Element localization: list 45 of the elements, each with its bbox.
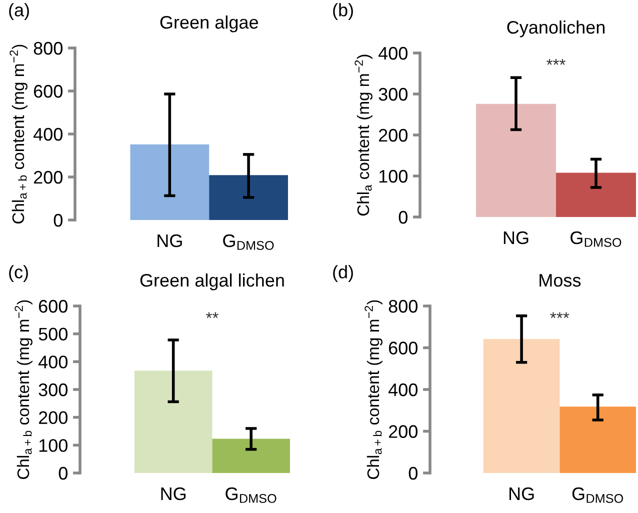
chart-title: Moss	[540, 274, 581, 287]
y-axis-title: Chl$_{a+b}$ content (mg m$^{−2}$)	[14, 300, 32, 479]
y-tick-label: 400	[38, 356, 68, 368]
x-tick-label: NG	[509, 487, 534, 500]
y-tick-label: 0	[54, 214, 62, 227]
y-tick-label: 600	[38, 300, 68, 313]
y-tick-label: 200	[38, 411, 68, 424]
y-tick-label: 400	[388, 383, 418, 396]
y-tick-label: 800	[34, 42, 62, 55]
y-tick-label: 100	[379, 170, 408, 183]
y-tick-label: 200	[34, 170, 62, 184]
y-tick-label: 100	[39, 439, 68, 452]
chart-title: Cyanolichen	[507, 20, 605, 38]
x-tick-label: G$_{DMSO}$	[572, 487, 624, 503]
y-axis-title: Chl$_{a+b}$ content (mg m$^{−2}$)	[364, 300, 382, 479]
x-tick-label: NG	[158, 234, 182, 248]
y-tick-label: 300	[378, 88, 408, 101]
x-tick-label: G$_{DMSO}$	[223, 234, 274, 250]
y-tick-label: 500	[38, 328, 68, 341]
text: (a)	[9, 3, 29, 20]
y-tick-label: 0	[398, 210, 408, 224]
y-tick-label: 600	[34, 84, 62, 98]
chart-title: Green algae	[160, 15, 258, 32]
y-tick-label: 600	[388, 342, 418, 354]
x-tick-label: G$_{DMSO}$	[226, 487, 276, 503]
y-tick-label: 300	[38, 383, 68, 396]
y-axis-title: Chl$_{a+b}$ content (mg m$^{−2}$)	[10, 44, 28, 224]
chart-title: Green algal lichen	[140, 273, 284, 290]
text: (d)	[333, 265, 353, 282]
y-tick-label: 200	[378, 128, 408, 142]
x-tick-label: NG	[504, 231, 528, 244]
y-tick-label: 400	[33, 128, 62, 141]
y-tick-label: 200	[388, 425, 418, 438]
text: (b)	[333, 3, 353, 20]
y-axis-title: Chl$_{a}$ content (mg m$^{−2}$)	[354, 54, 372, 216]
y-tick-label: 400	[378, 46, 408, 60]
y-tick-label: 0	[58, 466, 68, 480]
y-tick-label: 800	[388, 300, 418, 313]
x-tick-label: G$_{DMSO}$	[570, 231, 622, 247]
annotation: **	[206, 312, 218, 318]
annotation: ***	[550, 312, 570, 318]
x-tick-label: NG	[161, 487, 186, 500]
y-tick-label: 0	[408, 466, 418, 480]
text: (c)	[9, 265, 28, 282]
annotation: ***	[546, 58, 566, 65]
